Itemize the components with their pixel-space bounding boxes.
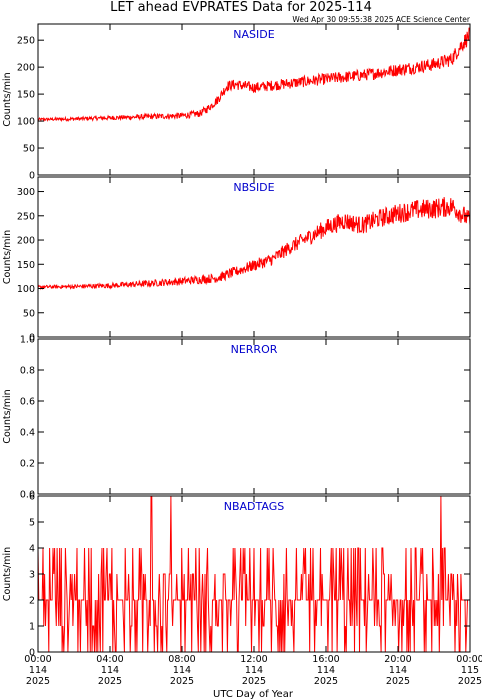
panel-naside: 0 50 100 150 200 250 NASIDE Counts/min	[2, 23, 471, 182]
y-tick-label: 50	[23, 308, 35, 319]
y-tick-label: 50	[23, 144, 35, 155]
x-tick-label: 114	[245, 665, 263, 676]
x-tick-label: 00:00	[456, 654, 482, 665]
y-tick-label: 5	[29, 518, 35, 529]
x-tick-label: 2025	[458, 676, 482, 687]
y-tick-label: 0	[29, 648, 35, 659]
panels: 050100150200250NASIDECounts/min050100150…	[2, 23, 471, 659]
y-tick-label: 0.2	[20, 459, 35, 470]
x-axis-ticks: 00:00114202504:00114202508:00114202512:0…	[24, 654, 482, 687]
x-tick-label: 114	[101, 665, 119, 676]
panel-frame	[37, 23, 471, 176]
y-tick-label: 4	[29, 544, 35, 555]
y-tick-label: 250	[17, 211, 35, 222]
x-tick-label: 114	[173, 665, 191, 676]
y-tick-label: 150	[17, 260, 35, 271]
x-tick-label: 114	[317, 665, 335, 676]
series-label: NASIDE	[233, 28, 274, 41]
y-tick-label: 0	[29, 171, 35, 182]
y-tick-label: 0.8	[20, 366, 35, 377]
x-tick-label: 2025	[314, 676, 338, 687]
timestamp-label: Wed Apr 30 09:55:38 2025 ACE Science Cen…	[292, 15, 471, 24]
series-line-nbside	[37, 197, 471, 291]
y-axis-label: Counts/min	[2, 389, 13, 443]
series-label: NBSIDE	[233, 181, 274, 194]
x-tick-label: 2025	[98, 676, 122, 687]
y-tick-label: 0.0	[20, 490, 35, 501]
x-tick-label: 2025	[170, 676, 194, 687]
series-line-naside	[37, 26, 471, 123]
x-tick-label: 2025	[386, 676, 410, 687]
chart-title: LET ahead EVPRATES Data for 2025-114	[110, 0, 372, 15]
panel-nbadtags: 0 1 2 3 4 5 6 NBADTAGS Counts/min	[2, 492, 471, 659]
x-tick-label: 08:00	[168, 654, 195, 665]
x-tick-label: 2025	[242, 676, 266, 687]
panel-frame	[37, 176, 471, 338]
panel-frame	[37, 338, 471, 495]
y-tick-label: 0.4	[20, 428, 35, 439]
x-tick-label: 114	[29, 665, 47, 676]
x-tick-label: 00:00	[24, 654, 51, 665]
x-tick-label: 114	[389, 665, 407, 676]
y-tick-label: 250	[17, 36, 35, 47]
x-tick-label: 12:00	[240, 654, 267, 665]
y-tick-label: 0	[29, 333, 35, 344]
x-tick-label: 20:00	[384, 654, 411, 665]
y-tick-label: 100	[17, 117, 35, 128]
x-axis-label: UTC Day of Year	[213, 689, 294, 700]
y-tick-label: 200	[17, 236, 35, 247]
panel-nbside: 0 50 100 150 200 250 300 NBSIDE Counts/min	[2, 176, 471, 344]
y-axis-label: Counts/min	[2, 230, 13, 284]
y-tick-label: 0.6	[20, 397, 35, 408]
panel-nerror: 0.0 0.2 0.4 0.6 0.8 1.0 NERROR Counts/min	[2, 335, 471, 501]
x-tick-label: 2025	[26, 676, 50, 687]
x-tick-label: 115	[461, 665, 479, 676]
y-axis-label: Counts/min	[2, 72, 13, 126]
y-tick-label: 3	[29, 570, 35, 581]
y-tick-label: 300	[17, 187, 35, 198]
series-label: NBADTAGS	[224, 500, 284, 513]
y-tick-label: 150	[17, 90, 35, 101]
y-tick-label: 100	[17, 284, 35, 295]
y-tick-label: 6	[29, 492, 35, 503]
x-tick-label: 04:00	[96, 654, 123, 665]
y-tick-label: 2	[29, 596, 35, 607]
y-tick-label: 200	[17, 63, 35, 74]
x-tick-label: 16:00	[312, 654, 339, 665]
series-label: NERROR	[231, 343, 278, 356]
y-tick-label: 1.0	[20, 335, 35, 346]
y-axis-label: Counts/min	[2, 547, 13, 601]
series-line-nbadtags	[37, 495, 470, 653]
y-tick-label: 1	[29, 622, 35, 633]
